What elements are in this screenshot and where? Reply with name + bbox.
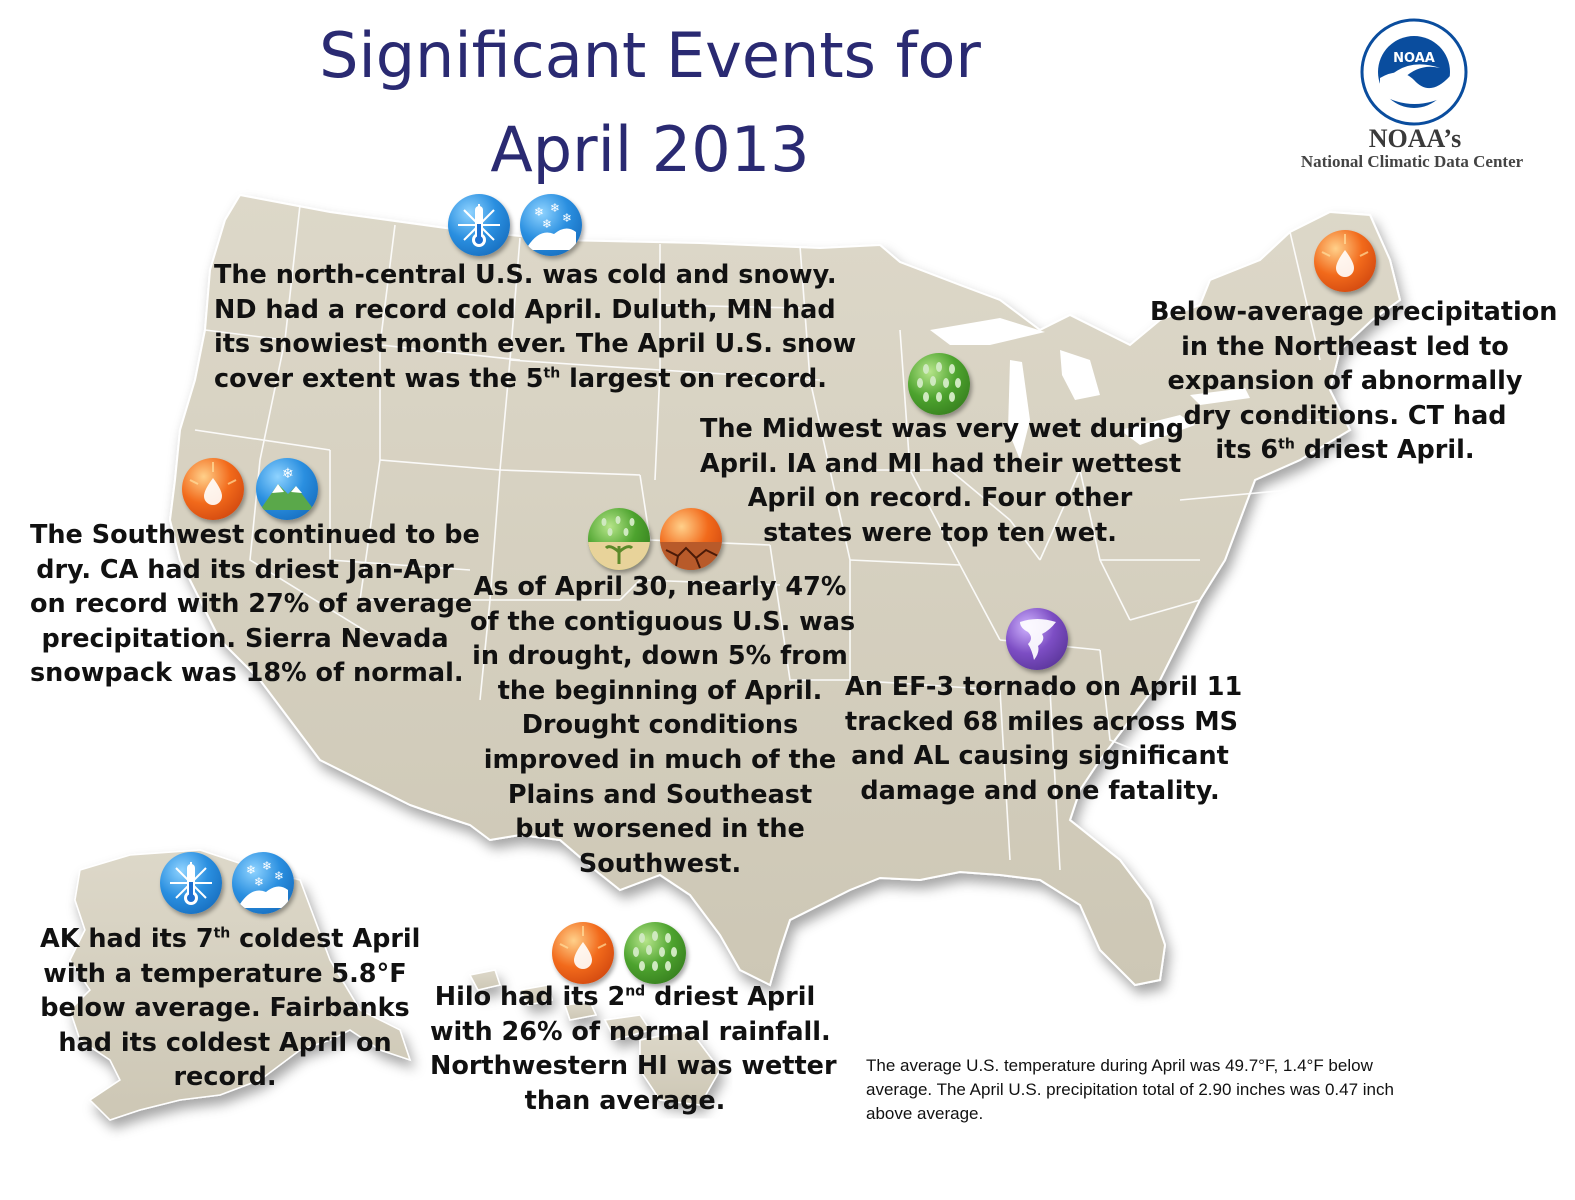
state-borders xyxy=(194,204,1330,871)
noaa-logo: NOAA xyxy=(1360,18,1468,126)
dry-droplet-icon xyxy=(552,922,614,984)
summary-line-3: above average. xyxy=(866,1104,984,1123)
callout-tornado: An EF-3 tornado on April 11 tracked 68 m… xyxy=(845,672,1243,806)
svg-text:❄: ❄ xyxy=(274,869,284,883)
hawaii-islands xyxy=(468,969,721,1106)
contiguous-us-outline xyxy=(168,193,1402,987)
svg-text:❄: ❄ xyxy=(246,863,256,877)
svg-text:❄: ❄ xyxy=(542,217,552,231)
noaa-agency-name: NOAA’s xyxy=(1368,124,1462,153)
noaa-badge-text: NOAA xyxy=(1393,51,1435,66)
svg-text:❄: ❄ xyxy=(262,859,272,873)
tornado-icon xyxy=(1006,608,1068,670)
summary-line-1: The average U.S. temperature during Apri… xyxy=(866,1056,1373,1075)
noaa-center-name: National Climatic Data Center xyxy=(1300,152,1524,171)
callout-northeast: Below-average precipitation in the North… xyxy=(1150,297,1558,466)
callout-drought: As of April 30, nearly 47% of the contig… xyxy=(470,572,856,879)
title-line-1: Significant Events for xyxy=(319,19,981,92)
thermometer-cold-icon xyxy=(160,852,222,914)
svg-text:❄: ❄ xyxy=(282,466,294,482)
summary-line-2: average. The April U.S. precipitation to… xyxy=(866,1080,1394,1099)
svg-text:❄: ❄ xyxy=(254,875,264,889)
snowpack-mountain-icon: ❄ xyxy=(256,458,318,520)
snowfall-icon: ❄ ❄ ❄ ❄ xyxy=(232,852,294,914)
callout-midwest: The Midwest was very wet during April. I… xyxy=(700,414,1185,548)
rain-icon xyxy=(908,353,970,415)
callout-hawaii: Hilo had its 2nd driest April with 26% o… xyxy=(430,982,837,1116)
thermometer-cold-icon xyxy=(448,194,510,256)
title-line-2: April 2013 xyxy=(490,113,810,186)
snowfall-icon: ❄ ❄ ❄ ❄ xyxy=(520,194,582,256)
drought-improving-icon xyxy=(588,508,650,570)
svg-text:❄: ❄ xyxy=(534,205,544,219)
dry-droplet-icon xyxy=(1314,230,1376,292)
rain-icon xyxy=(624,922,686,984)
national-summary: The average U.S. temperature during Apri… xyxy=(866,1054,1526,1126)
callout-alaska: AK had its 7th coldest April with a temp… xyxy=(40,924,421,1093)
svg-text:❄: ❄ xyxy=(562,211,572,225)
callout-southwest: The Southwest continued to be dry. CA ha… xyxy=(30,520,480,689)
alaska-outline xyxy=(69,849,412,1121)
svg-text:❄: ❄ xyxy=(550,201,560,215)
callout-north-central: The north-central U.S. was cold and snow… xyxy=(214,260,857,394)
dry-droplet-icon xyxy=(182,458,244,520)
